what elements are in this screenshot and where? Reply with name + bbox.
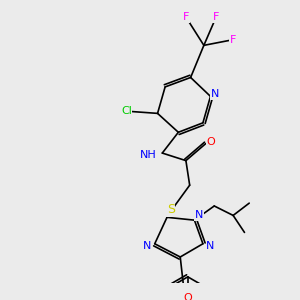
Text: F: F	[183, 12, 189, 22]
Text: NH: NH	[140, 150, 157, 160]
Text: N: N	[195, 210, 203, 220]
Text: S: S	[167, 203, 175, 216]
Text: O: O	[183, 292, 192, 300]
Text: F: F	[213, 12, 219, 22]
Text: O: O	[206, 137, 215, 147]
Text: N: N	[211, 89, 219, 100]
Text: F: F	[230, 35, 236, 45]
Text: N: N	[143, 241, 152, 251]
Text: Cl: Cl	[121, 106, 132, 116]
Text: N: N	[206, 241, 215, 251]
